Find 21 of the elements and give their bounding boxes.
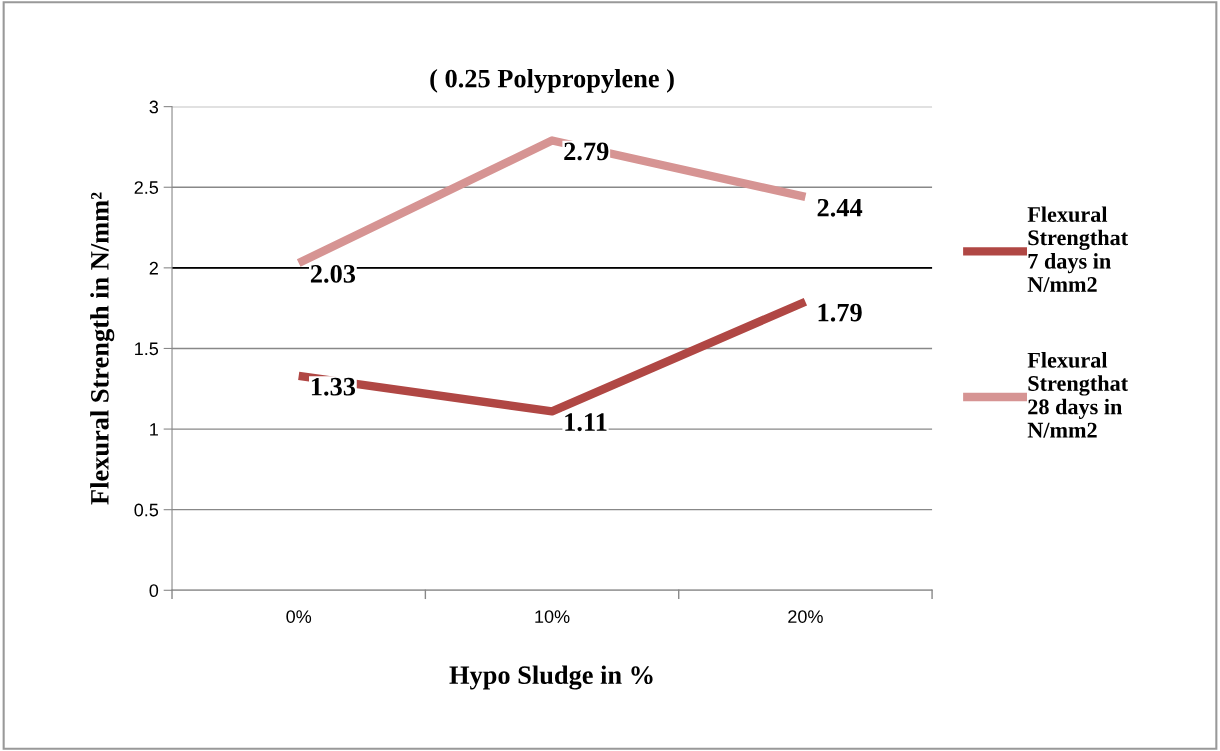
x-tick-label: 10% <box>535 610 570 623</box>
chart-title: ( 0.25 Polypropylene ) <box>430 68 674 93</box>
x-axis-title: Hypo Sludge in % <box>449 665 653 690</box>
data-label: 1.33 <box>311 377 356 396</box>
x-tick-label: 0% <box>286 610 312 623</box>
y-tick-label: 1.5 <box>135 342 159 356</box>
x-tick-label: 20% <box>788 610 823 623</box>
data-label: 2.03 <box>310 264 356 283</box>
y-tick-label: 2 <box>149 261 158 275</box>
y-tick-label: 3 <box>149 100 159 114</box>
y-tick-label: 0.5 <box>134 503 159 517</box>
data-label: 2.44 <box>817 198 863 217</box>
data-label: 1.11 <box>565 413 607 432</box>
y-tick-label: 0 <box>149 584 159 598</box>
y-axis-title: Flexural Strength in N/mm² <box>90 192 115 505</box>
y-tick-label: 1 <box>150 423 158 436</box>
y-tick-label: 2.5 <box>134 181 159 194</box>
legend-label: Flexural Strengthat 7 days in N/mm2 <box>1027 206 1129 292</box>
data-label: 2.79 <box>564 142 609 161</box>
legend-label: Flexural Strengthat 28 days in N/mm2 <box>1027 352 1129 438</box>
data-label: 1.79 <box>818 303 862 322</box>
